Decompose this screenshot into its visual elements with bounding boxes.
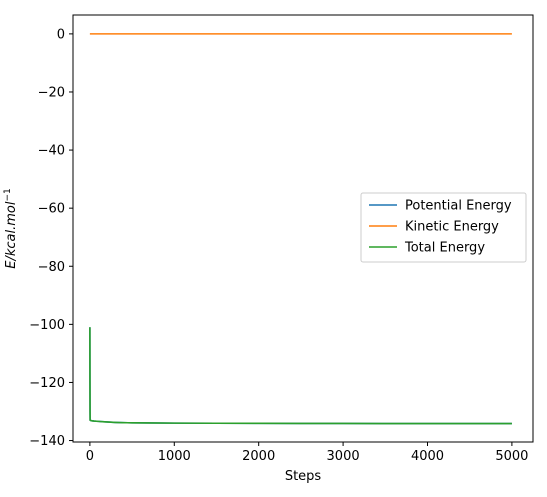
legend-label: Total Energy	[404, 241, 485, 256]
plot-frame	[72, 14, 534, 443]
x-tick-label: 0	[86, 449, 94, 464]
legend-box	[360, 192, 527, 263]
y-tick-label: −100	[29, 318, 65, 333]
ticks-layer: 0 1000 2000 3000 4000 5000 0 −20 −40 −60 −80 −100 −1…	[29, 27, 528, 464]
series-line-potential-energy	[89, 327, 512, 425]
legend-label: Potential Energy	[405, 199, 512, 214]
series-layer	[89, 33, 512, 425]
y-tick-label: 0	[57, 27, 65, 42]
y-tick-label: −40	[38, 144, 65, 159]
y-tick-label: −140	[29, 434, 65, 449]
x-tick-label: 3000	[327, 449, 360, 464]
y-tick-label: −80	[38, 260, 65, 275]
y-axis-label: E/kcal.mol−1	[3, 188, 19, 269]
legend: Potential Energy Kinetic Energy Total Ener…	[360, 192, 527, 263]
y-tick-label: −120	[29, 376, 65, 391]
y-axis-label-main: E/kcal.mol	[4, 201, 19, 269]
legend-label: Kinetic Energy	[405, 220, 499, 235]
series-line-total-energy	[89, 327, 512, 425]
x-tick-label: 5000	[495, 449, 528, 464]
x-tick-label: 4000	[411, 449, 444, 464]
x-tick-label: 2000	[242, 449, 275, 464]
y-tick-label: −20	[38, 85, 65, 100]
x-axis-label: Steps	[285, 469, 322, 484]
x-tick-label: 1000	[158, 449, 191, 464]
y-tick-label: −60	[38, 202, 65, 217]
y-axis-label-superscript: −1	[3, 188, 13, 201]
